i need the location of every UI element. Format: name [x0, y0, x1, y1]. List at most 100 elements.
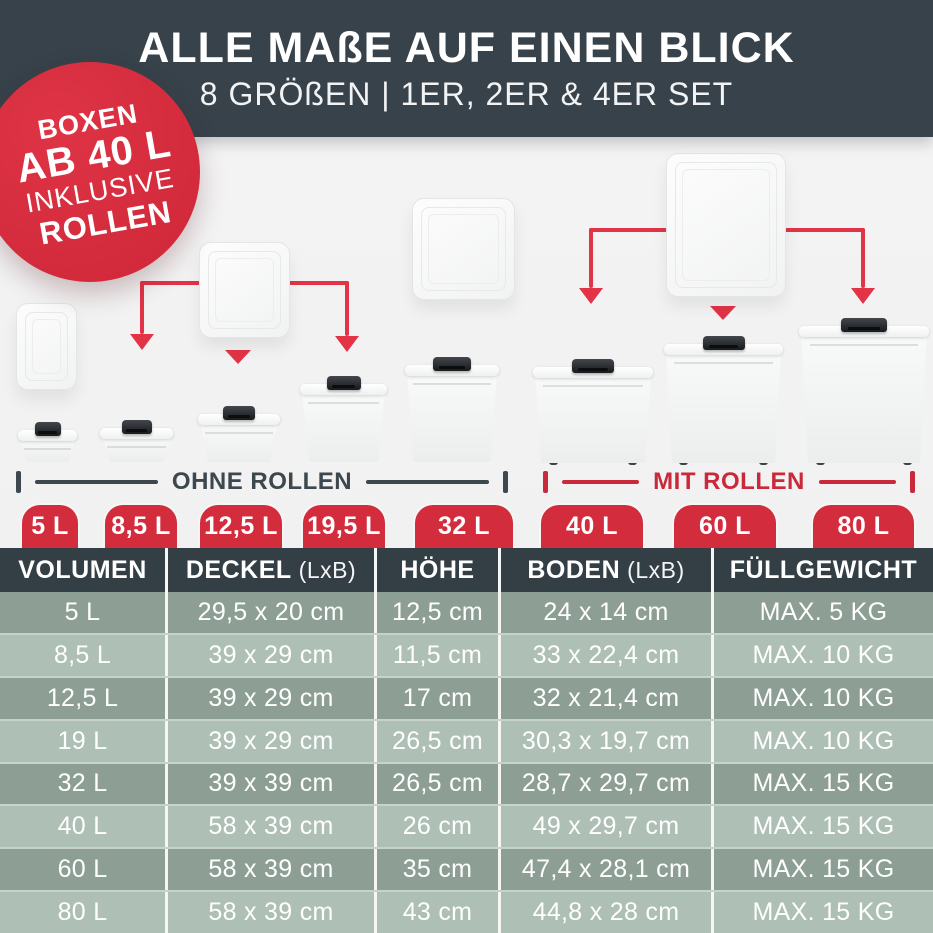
table-row: 19 L 39 x 29 cm 26,5 cm 30,3 x 19,7 cm MAX. …	[0, 718, 933, 762]
table-cell: 19 L	[57, 726, 108, 755]
box-12-5l	[198, 406, 280, 462]
product-stage: OHNE ROLLEN MIT ROLLEN 5 L 8,5 L 12,5 L …	[0, 137, 933, 548]
size-badge-8-5l: 8,5 L	[105, 505, 177, 548]
size-badge-80l: 80 L	[813, 505, 914, 548]
size-badge-5l: 5 L	[22, 505, 78, 548]
promo-badge-text: BOXEN AB 40 L INKLUSIVE ROLLEN	[9, 94, 186, 253]
table-cell: 58 x 39 cm	[165, 806, 374, 848]
lid-medium	[199, 242, 290, 338]
box-handle-icon	[223, 406, 255, 420]
column-header-boden: BODEN (LxB)	[498, 548, 711, 592]
connector-drop-left-2	[345, 281, 349, 336]
table-cell: 28,7 x 29,7 cm	[498, 763, 711, 805]
box-handle-icon	[121, 420, 152, 434]
table-cell: 40 L	[57, 812, 108, 841]
table-cell: 58 x 39 cm	[165, 892, 374, 933]
table-row: 40 L 58 x 39 cm 26 cm 49 x 29,7 cm MAX. 15 K…	[0, 804, 933, 848]
table-cell: MAX. 15 KG	[711, 849, 933, 891]
table-cell: 29,5 x 20 cm	[165, 592, 374, 633]
table-row: 12,5 L 39 x 29 cm 17 cm 32 x 21,4 cm MAX. 10…	[0, 675, 933, 719]
table-cell: 49 x 29,7 cm	[498, 806, 711, 848]
box-handle-icon	[433, 357, 471, 371]
size-badge-19-5l: 19,5 L	[303, 505, 385, 548]
table-cell: 80 L	[57, 898, 108, 927]
lid-large	[412, 198, 515, 300]
page-title: ALLE MAßE AUF EINEN BLICK	[138, 24, 795, 72]
lid-small	[16, 303, 77, 390]
box-handle-icon	[702, 336, 745, 350]
arrow-down-icon	[710, 306, 736, 320]
box-8-5l	[100, 420, 173, 462]
table-cell: 17 cm	[374, 677, 498, 719]
table-cell: 44,8 x 28 cm	[498, 892, 711, 933]
table-cell: 24 x 14 cm	[498, 592, 711, 633]
page-subtitle: 8 GRÖßEN | 1ER, 2ER & 4ER SET	[199, 76, 734, 112]
table-cell: MAX. 15 KG	[711, 806, 933, 848]
connector-drop-left-1	[140, 281, 144, 334]
table-cell: 11,5 cm	[374, 634, 498, 676]
table-cell: 32 L	[57, 769, 108, 798]
table-row: 80 L 58 x 39 cm 43 cm 44,8 x 28 cm MAX. 15 K…	[0, 890, 933, 933]
column-header-hoehe: HÖHE	[374, 548, 498, 592]
column-header-deckel: DECKEL (LxB)	[165, 548, 374, 592]
table-cell: 32 x 21,4 cm	[498, 677, 711, 719]
arrow-down-icon	[335, 336, 359, 352]
table-cell: 26 cm	[374, 806, 498, 848]
table-cell: 35 cm	[374, 849, 498, 891]
table-header-row: VOLUMEN DECKEL (LxB) HÖHE BODEN (LxB) FÜLL…	[0, 548, 933, 592]
arrow-down-icon	[579, 288, 603, 304]
table-cell: 26,5 cm	[374, 720, 498, 762]
table-cell: 39 x 29 cm	[165, 634, 374, 676]
table-cell: 39 x 29 cm	[165, 677, 374, 719]
group-label-ohne-rollen: OHNE ROLLEN	[16, 468, 509, 496]
table-cell: MAX. 5 KG	[711, 592, 933, 633]
size-badge-12-5l: 12,5 L	[200, 505, 282, 548]
table-cell: MAX. 10 KG	[711, 634, 933, 676]
size-badge-32l: 32 L	[415, 505, 513, 548]
arrow-down-icon	[130, 334, 154, 350]
table-cell: 33 x 22,4 cm	[498, 634, 711, 676]
table-cell: 47,4 x 28,1 cm	[498, 849, 711, 891]
box-5l	[18, 422, 77, 462]
group-label-mit-rollen: MIT ROLLEN	[543, 468, 915, 496]
table-cell: 43 cm	[374, 892, 498, 933]
arrow-down-icon	[225, 350, 251, 364]
table-cell: 60 L	[57, 855, 108, 884]
arrow-down-icon	[851, 288, 875, 304]
promo-badge: BOXEN AB 40 L INKLUSIVE ROLLEN	[0, 62, 200, 282]
table-cell: MAX. 15 KG	[711, 892, 933, 933]
table-cell: 26,5 cm	[374, 763, 498, 805]
box-40l	[533, 359, 653, 465]
table-row: 60 L 58 x 39 cm 35 cm 47,4 x 28,1 cm MAX. 15…	[0, 847, 933, 891]
box-handle-icon	[34, 422, 61, 436]
lid-xlarge	[666, 153, 786, 297]
box-60l	[664, 336, 783, 465]
table-body: 5 L 29,5 x 20 cm 12,5 cm 24 x 14 cm MAX. 5 K…	[0, 592, 933, 933]
table-cell: MAX. 10 KG	[711, 720, 933, 762]
table-cell: 12,5 cm	[374, 592, 498, 633]
table-cell: 39 x 39 cm	[165, 763, 374, 805]
column-header-volumen: VOLUMEN	[18, 555, 147, 584]
table-cell: 39 x 29 cm	[165, 720, 374, 762]
box-handle-icon	[841, 318, 887, 332]
size-badge-60l: 60 L	[674, 505, 776, 548]
group-label-text: MIT ROLLEN	[653, 468, 805, 495]
group-label-text: OHNE ROLLEN	[171, 468, 353, 495]
table-cell: 8,5 L	[53, 640, 112, 669]
box-handle-icon	[326, 376, 361, 390]
box-32l	[405, 357, 499, 462]
table-row: 5 L 29,5 x 20 cm 12,5 cm 24 x 14 cm MAX. 5 K…	[0, 592, 933, 633]
connector-drop-right-2	[861, 228, 865, 288]
table-row: 8,5 L 39 x 29 cm 11,5 cm 33 x 22,4 cm MAX. 1…	[0, 632, 933, 676]
box-80l	[799, 318, 929, 465]
column-header-fuellgewicht: FÜLLGEWICHT	[711, 548, 933, 592]
table-cell: 5 L	[64, 597, 101, 626]
connector-drop-right-1	[589, 228, 593, 288]
table-row: 32 L 39 x 39 cm 26,5 cm 28,7 x 29,7 cm MAX. …	[0, 761, 933, 805]
box-19-5l	[300, 376, 387, 462]
table-cell: 30,3 x 19,7 cm	[498, 720, 711, 762]
table-cell: 12,5 L	[46, 683, 119, 712]
table-cell: MAX. 10 KG	[711, 677, 933, 719]
table-cell: 58 x 39 cm	[165, 849, 374, 891]
